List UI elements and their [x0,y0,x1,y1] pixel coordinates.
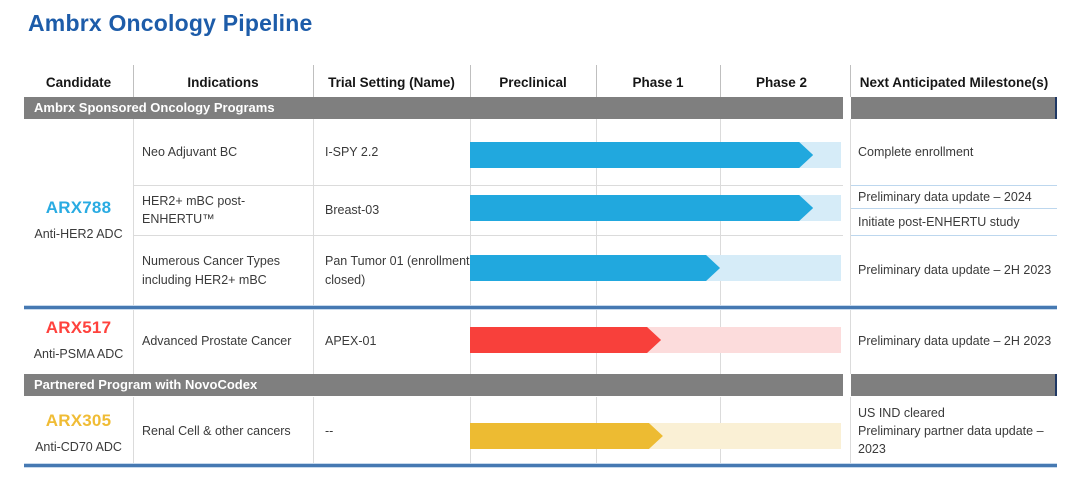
gridline [133,119,134,374]
progress-track [470,255,841,281]
header-divider [313,65,314,97]
milestone-cell: Preliminary data update – 2H 2023 [858,263,1052,278]
progress-arrow [470,142,813,168]
indication-cell: HER2+ mBC post-ENHERTU™ [142,193,246,226]
trial-cell: Pan Tumor 01 (enrollment closed) [325,254,470,287]
header-divider [133,65,134,97]
milestone-entry: US IND cleared [858,405,945,420]
column-header-phase2: Phase 2 [755,75,808,90]
column-header-trial-setting: Trial Setting (Name) [328,75,455,90]
indication-cell: Renal Cell & other cancers [142,423,291,438]
section-header-partnered: Partnered Program with NovoCodex [24,374,843,396]
gridline [313,397,314,465]
milestone-divider [851,235,1057,236]
column-header-milestones: Next Anticipated Milestone(s) [859,75,1049,90]
gridline [850,397,851,465]
candidate-name: ARX305 [45,411,112,430]
header-divider [850,65,851,97]
gridline [850,119,851,374]
milestone-cell: Complete enrollment [858,144,974,159]
milestone-divider [851,208,1057,209]
trial-cell: -- [325,423,334,438]
trial-cell: APEX-01 [325,334,377,349]
milestone-cell: Preliminary data update – 2024 Initiate … [858,185,1054,235]
indication-cell: Numerous Cancer Types including HER2+ mB… [142,254,281,287]
milestone-divider [851,185,1057,186]
progress-arrow [470,195,813,221]
milestone-entry-group: US IND cleared Preliminary partner data … [858,404,1054,458]
gridline [133,397,134,465]
section-rule [24,306,1057,309]
gridline [313,119,314,374]
header-divider [720,65,721,97]
candidate-moa: Anti-PSMA ADC [33,347,124,361]
candidate-name: ARX788 [45,198,112,217]
indication-cell: Neo Adjuvant BC [142,144,238,159]
candidate-moa: Anti-CD70 ADC [35,440,122,454]
progress-track [470,195,841,221]
header-divider [596,65,597,97]
milestone-cell: Preliminary data update – 2H 2023 [858,334,1052,349]
indication-cell: Advanced Prostate Cancer [142,334,292,349]
column-header-indications: Indications [187,75,259,90]
row-divider [133,185,843,186]
progress-arrow [470,255,720,281]
milestone-cell: US IND cleared Preliminary partner data … [858,397,1054,465]
candidate-name: ARX517 [45,318,112,337]
candidate-arx305: ARX305 Anti-CD70 ADC [24,411,133,454]
candidate-arx788: ARX788 Anti-HER2 ADC [24,198,133,241]
page-title: Ambrx Oncology Pipeline [28,10,313,36]
gridline [596,119,597,374]
candidate-arx517: ARX517 Anti-PSMA ADC [24,318,133,361]
column-header-preclinical: Preclinical [499,75,567,90]
trial-cell: Breast-03 [325,202,380,217]
progress-arrow [470,327,661,353]
candidate-moa: Anti-HER2 ADC [34,227,123,241]
milestone-entry: Initiate post-ENHERTU study [858,215,1020,230]
column-header-candidate: Candidate [45,75,112,90]
section-header-spacer [851,374,1057,396]
milestone-entry: Preliminary partner data update – 2023 [858,423,1044,457]
section-header-spacer [851,97,1057,119]
trial-cell: I-SPY 2.2 [325,144,379,159]
progress-arrow [470,423,663,449]
section-header-sponsored: Ambrx Sponsored Oncology Programs [24,97,843,119]
progress-track [470,142,841,168]
progress-track [470,423,841,449]
section-rule [24,464,1057,467]
progress-track [470,327,841,353]
row-divider [133,235,843,236]
gridline [720,119,721,374]
milestone-entry: Preliminary data update – 2024 [858,190,1032,205]
gridline [470,119,471,374]
header-divider [470,65,471,97]
column-header-phase1: Phase 1 [632,75,684,90]
